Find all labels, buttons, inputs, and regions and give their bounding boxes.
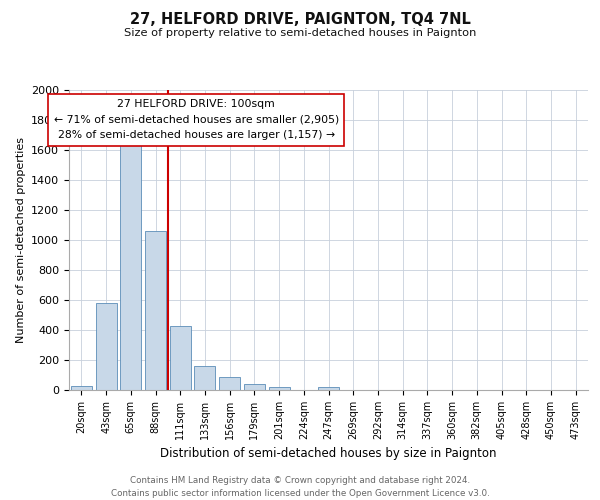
X-axis label: Distribution of semi-detached houses by size in Paignton: Distribution of semi-detached houses by …: [160, 448, 497, 460]
Text: Contains HM Land Registry data © Crown copyright and database right 2024.: Contains HM Land Registry data © Crown c…: [130, 476, 470, 485]
Bar: [95, 303, 116, 390]
Bar: [269, 387, 290, 390]
Bar: [219, 376, 240, 390]
Bar: [318, 387, 339, 390]
Bar: [71, 386, 92, 390]
Bar: [120, 140, 141, 390]
Bar: [194, 366, 215, 390]
Text: 27, HELFORD DRIVE, PAIGNTON, TQ4 7NL: 27, HELFORD DRIVE, PAIGNTON, TQ4 7NL: [130, 12, 470, 28]
Text: Size of property relative to semi-detached houses in Paignton: Size of property relative to semi-detach…: [124, 28, 476, 38]
Text: 27 HELFORD DRIVE: 100sqm
← 71% of semi-detached houses are smaller (2,905)
28% o: 27 HELFORD DRIVE: 100sqm ← 71% of semi-d…: [53, 99, 339, 140]
Text: Contains public sector information licensed under the Open Government Licence v3: Contains public sector information licen…: [110, 489, 490, 498]
Y-axis label: Number of semi-detached properties: Number of semi-detached properties: [16, 137, 26, 343]
Bar: [145, 231, 166, 390]
Bar: [170, 326, 191, 390]
Bar: [244, 384, 265, 390]
